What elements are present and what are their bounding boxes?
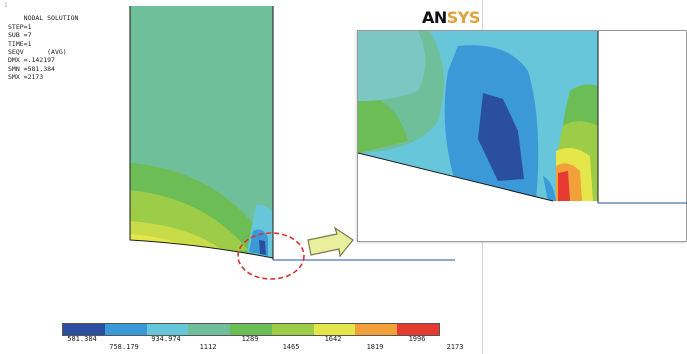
- legend-tick: 1289: [241, 335, 259, 343]
- zoom-band-3b: [358, 31, 426, 101]
- zoom-band-1: [478, 93, 524, 181]
- info-line-seqv: SEQV (AVG): [8, 48, 67, 57]
- legend-swatch: [355, 324, 398, 335]
- legend-tick: 1819: [366, 343, 384, 351]
- info-line-title: NODAL SOLUTION: [23, 14, 79, 23]
- nodal-solution-info: 1 NODAL SOLUTION STEP=1 SUB =7 TIME=1 SEQ…: [4, 2, 79, 90]
- legend-swatch: [230, 324, 272, 335]
- legend-swatch: [146, 324, 189, 335]
- zoom-band-2b: [543, 176, 556, 201]
- zoomed-contour-plot: [358, 31, 687, 204]
- stress-contour-plot: [129, 6, 455, 280]
- color-legend: [62, 323, 440, 336]
- legend-tick: 1996: [408, 335, 426, 343]
- zoom-inset-panel: [357, 30, 687, 242]
- zoom-arrow-icon: [307, 226, 354, 258]
- logo-part-an: AN: [422, 8, 447, 27]
- plate-outline: [129, 6, 274, 259]
- legend-swatch: [104, 324, 147, 335]
- legend-swatch: [397, 324, 440, 335]
- legend-swatch: [63, 324, 105, 335]
- legend-tick: 1642: [324, 335, 342, 343]
- zoom-band-5: [358, 91, 408, 153]
- info-line-time: TIME=1: [8, 39, 32, 48]
- info-line-sub: SUB =7: [8, 31, 32, 40]
- info-line-step: STEP=1: [8, 22, 32, 31]
- ansys-logo: ANSYS: [422, 8, 480, 27]
- legend-tick: 758.179: [109, 343, 139, 351]
- logo-part-sys: SYS: [446, 8, 481, 27]
- info-line-dmx: DMX =.142197: [8, 56, 55, 65]
- zoom-band-9: [558, 171, 570, 201]
- zoom-plate-outline: [358, 152, 554, 202]
- zoom-region-marker: [237, 232, 305, 280]
- legend-tick: 2173: [446, 343, 464, 351]
- frame-number: 1: [4, 2, 8, 9]
- legend-tick: 581.384: [67, 335, 97, 343]
- legend-swatch: [313, 324, 356, 335]
- contour-band-1: [259, 240, 266, 255]
- info-line-smn: SMN =581.384: [8, 64, 55, 73]
- legend-swatch: [271, 324, 314, 335]
- legend-tick: 934.974: [151, 335, 181, 343]
- legend-tick: 1465: [282, 343, 300, 351]
- legend-tick: 1112: [199, 343, 217, 351]
- legend-swatch: [188, 324, 231, 335]
- info-line-smx: SMX =2173: [8, 73, 44, 82]
